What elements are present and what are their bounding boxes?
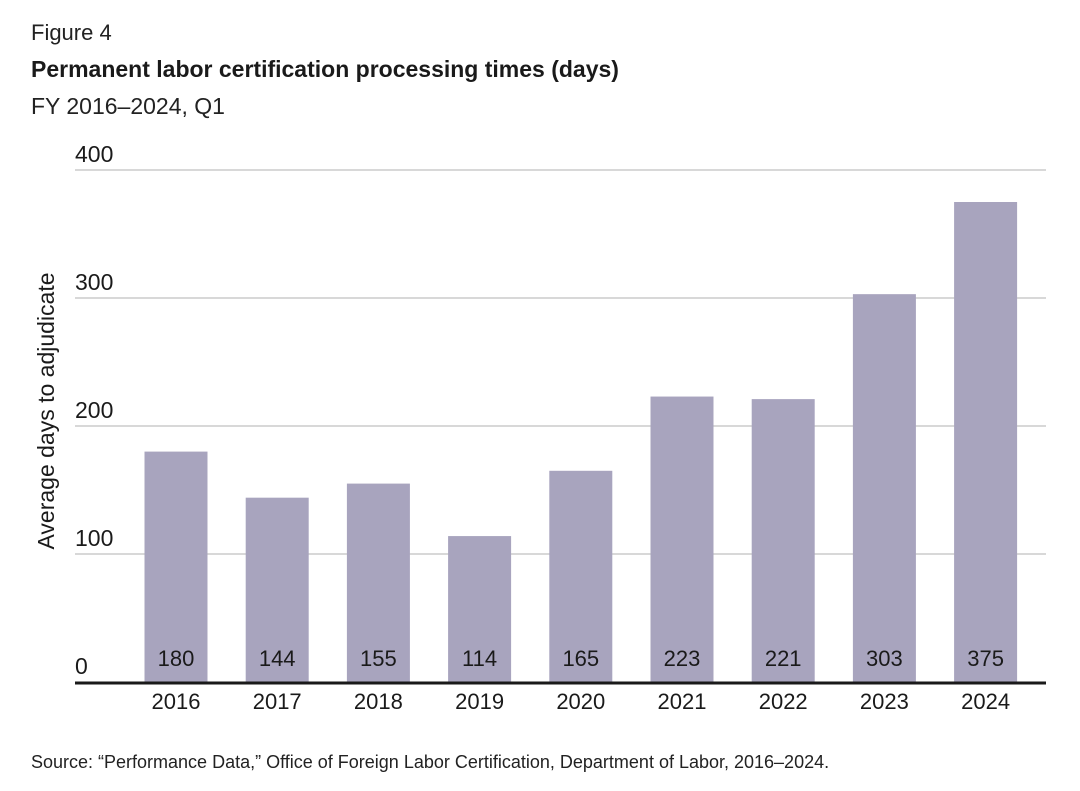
x-tick-label: 2017 (253, 689, 302, 714)
bar (346, 483, 410, 682)
bar (954, 202, 1018, 682)
data-label: 303 (866, 646, 903, 671)
source-note: Source: “Performance Data,” Office of Fo… (31, 752, 830, 772)
bar (751, 399, 815, 682)
x-tick-label: 2024 (961, 689, 1010, 714)
y-tick-label: 0 (75, 653, 88, 679)
figure-label: Figure 4 (31, 20, 112, 45)
y-tick-label: 300 (75, 269, 113, 295)
y-axis-title: Average days to adjudicate (33, 272, 59, 549)
bar (245, 497, 309, 682)
bar (549, 470, 613, 682)
x-tick-label: 2020 (556, 689, 605, 714)
x-tick-label: 2022 (759, 689, 808, 714)
bar (144, 451, 208, 682)
x-tick-label: 2019 (455, 689, 504, 714)
x-tick-label: 2016 (152, 689, 201, 714)
x-tick-label: 2023 (860, 689, 909, 714)
data-label: 114 (462, 646, 497, 671)
bar (852, 294, 916, 682)
y-tick-label: 200 (75, 397, 113, 423)
data-label: 155 (360, 646, 397, 671)
bar-chart: 0 100 200 300 400 Average days to adjudicate 1… (33, 141, 1046, 714)
bar (448, 536, 512, 682)
data-label: 221 (765, 646, 802, 671)
data-label: 223 (664, 646, 701, 671)
data-label: 165 (562, 646, 599, 671)
data-label: 375 (967, 646, 1004, 671)
bar (650, 396, 714, 682)
x-tick-label: 2018 (354, 689, 403, 714)
data-label: 180 (158, 646, 195, 671)
chart-subtitle: FY 2016–2024, Q1 (31, 93, 225, 119)
chart-title: Permanent labor certification processing… (31, 56, 619, 82)
y-tick-label: 100 (75, 525, 113, 551)
data-label: 144 (259, 646, 296, 671)
y-tick-label: 400 (75, 141, 113, 167)
x-tick-label: 2021 (658, 689, 707, 714)
